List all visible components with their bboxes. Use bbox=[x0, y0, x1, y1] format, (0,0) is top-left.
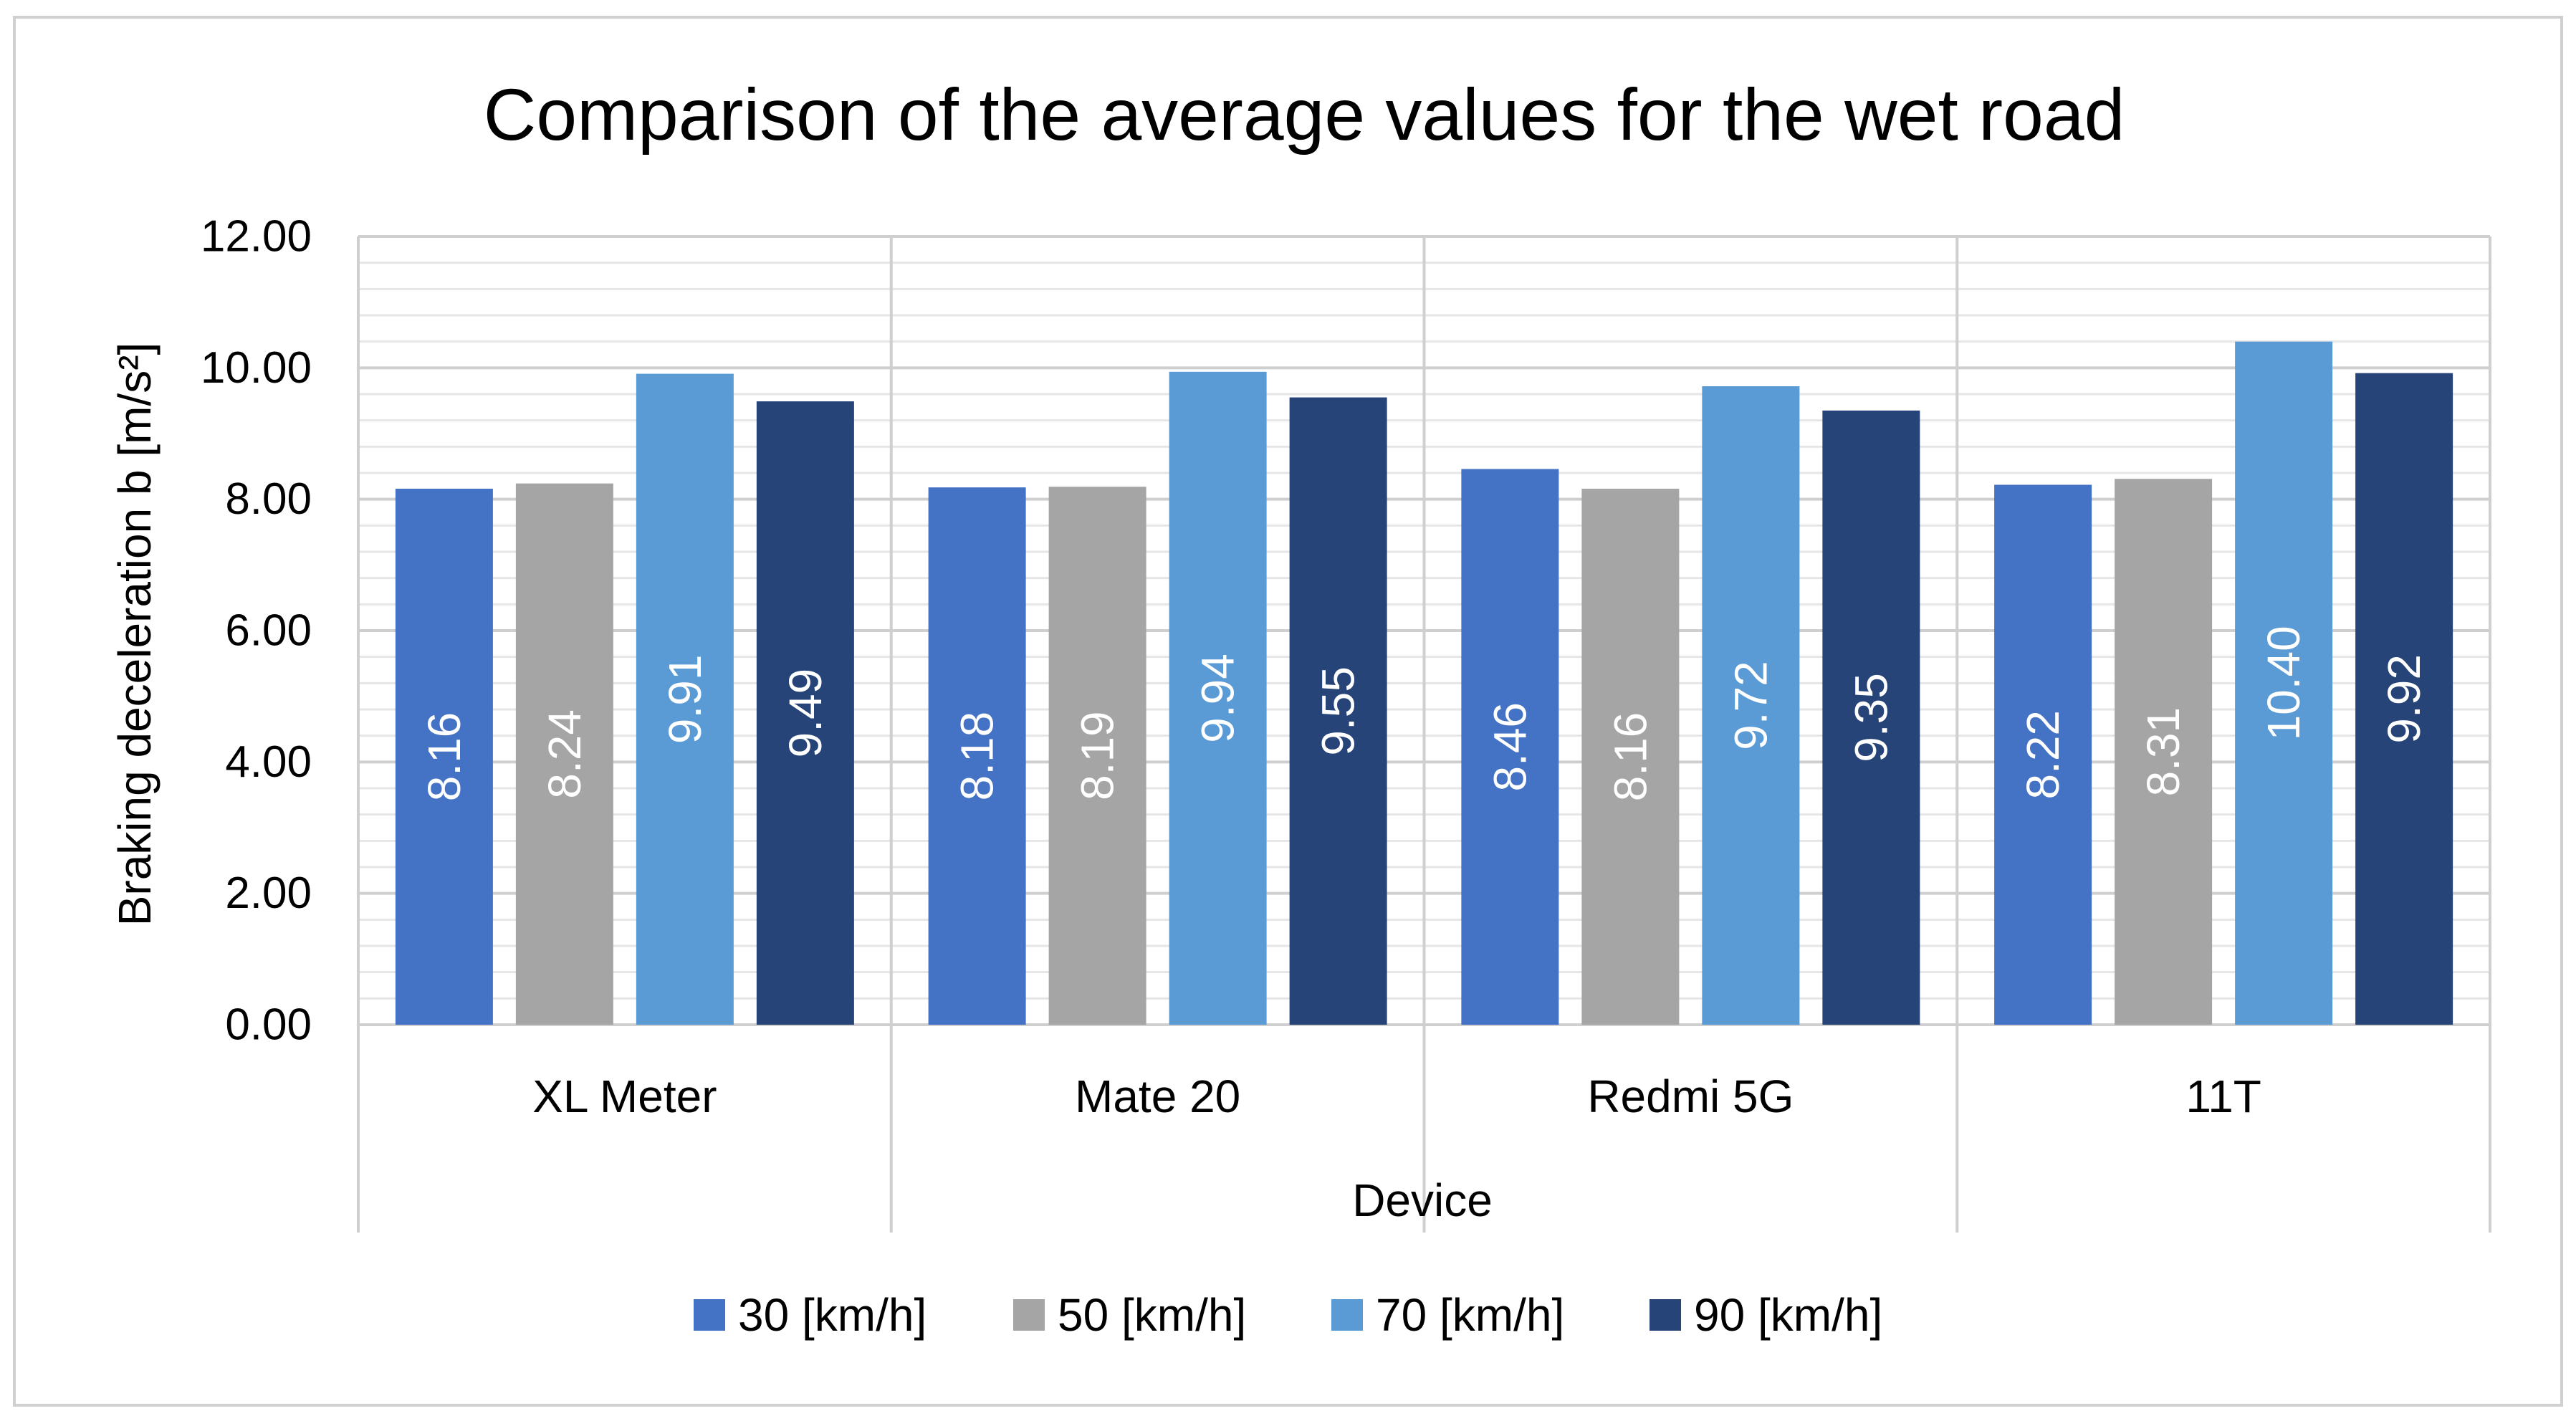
bar-30 [km/h]-Mate 20 bbox=[928, 487, 1026, 1025]
data-label: 9.72 bbox=[1725, 661, 1776, 750]
y-tick-label: 4.00 bbox=[225, 737, 312, 787]
data-label: 10.40 bbox=[2258, 626, 2309, 740]
x-axis-categories: XL Meter Mate 20 Redmi 5G 11T bbox=[532, 1071, 2261, 1122]
y-axis-ticks: 0.00 2.00 4.00 6.00 8.00 10.00 12.00 bbox=[201, 212, 312, 1050]
y-axis-title: Braking deceleration b [m/s²] bbox=[109, 343, 161, 927]
legend-swatch bbox=[1649, 1299, 1681, 1331]
data-label: 8.18 bbox=[952, 712, 1003, 801]
bar-90 [km/h]-Redmi 5G bbox=[1822, 410, 1920, 1025]
data-label: 9.92 bbox=[2378, 654, 2430, 744]
data-label: 9.35 bbox=[1845, 673, 1897, 762]
data-label: 8.19 bbox=[1072, 711, 1124, 800]
bar-70 [km/h]-Mate 20 bbox=[1169, 371, 1267, 1025]
y-tick-label: 6.00 bbox=[225, 606, 312, 656]
y-tick-label: 0.00 bbox=[225, 1000, 312, 1050]
bar-30 [km/h]-XL Meter bbox=[395, 489, 493, 1025]
data-label: 8.16 bbox=[418, 712, 470, 802]
bar-50 [km/h]-XL Meter bbox=[515, 483, 613, 1025]
legend-label: 30 [km/h] bbox=[738, 1289, 927, 1341]
x-category-label: XL Meter bbox=[532, 1071, 717, 1122]
bar-90 [km/h]-11T bbox=[2355, 373, 2453, 1025]
bars bbox=[395, 341, 2453, 1025]
chart-title: Comparison of the average values for the… bbox=[484, 74, 2125, 156]
data-label: 9.55 bbox=[1313, 666, 1364, 756]
y-tick-label: 2.00 bbox=[225, 869, 312, 918]
data-label: 8.16 bbox=[1604, 712, 1656, 802]
y-tick-label: 10.00 bbox=[201, 343, 312, 393]
bar-50 [km/h]-Mate 20 bbox=[1048, 487, 1146, 1025]
legend-label: 50 [km/h] bbox=[1058, 1289, 1246, 1341]
bar-70 [km/h]-11T bbox=[2235, 341, 2333, 1025]
data-labels: 8.16 8.24 9.91 9.49 8.18 8.19 9.94 9.55 8.46 8.16… bbox=[418, 626, 2430, 801]
legend-swatch bbox=[694, 1299, 725, 1331]
data-label: 8.22 bbox=[2017, 710, 2069, 800]
bar-30 [km/h]-11T bbox=[1994, 484, 2092, 1025]
data-label: 8.46 bbox=[1484, 702, 1536, 792]
y-tick-label: 8.00 bbox=[225, 474, 312, 524]
data-label: 8.31 bbox=[2137, 707, 2189, 797]
legend-label: 90 [km/h] bbox=[1694, 1289, 1882, 1341]
x-axis-title: Device bbox=[1352, 1174, 1493, 1226]
data-label: 9.94 bbox=[1192, 654, 1244, 743]
x-category-label: 11T bbox=[2185, 1071, 2261, 1122]
bar-70 [km/h]-XL Meter bbox=[636, 373, 734, 1025]
bar-50 [km/h]-11T bbox=[2115, 479, 2213, 1025]
data-label: 8.24 bbox=[539, 709, 590, 799]
legend-label: 70 [km/h] bbox=[1376, 1289, 1564, 1341]
legend: 30 [km/h] 50 [km/h] 70 [km/h] 90 [km/h] bbox=[694, 1289, 1882, 1341]
legend-swatch bbox=[1013, 1299, 1045, 1331]
bar-50 [km/h]-Redmi 5G bbox=[1581, 489, 1680, 1025]
x-category-label: Redmi 5G bbox=[1587, 1071, 1794, 1122]
data-label: 9.91 bbox=[659, 655, 711, 745]
bar-30 [km/h]-Redmi 5G bbox=[1461, 469, 1559, 1025]
bar-90 [km/h]-Mate 20 bbox=[1289, 397, 1387, 1025]
bar-70 [km/h]-Redmi 5G bbox=[1702, 386, 1800, 1025]
y-tick-label: 12.00 bbox=[201, 212, 312, 262]
legend-swatch bbox=[1331, 1299, 1363, 1331]
data-label: 9.49 bbox=[780, 669, 831, 758]
bar-90 [km/h]-XL Meter bbox=[756, 401, 854, 1025]
x-category-label: Mate 20 bbox=[1075, 1071, 1240, 1122]
